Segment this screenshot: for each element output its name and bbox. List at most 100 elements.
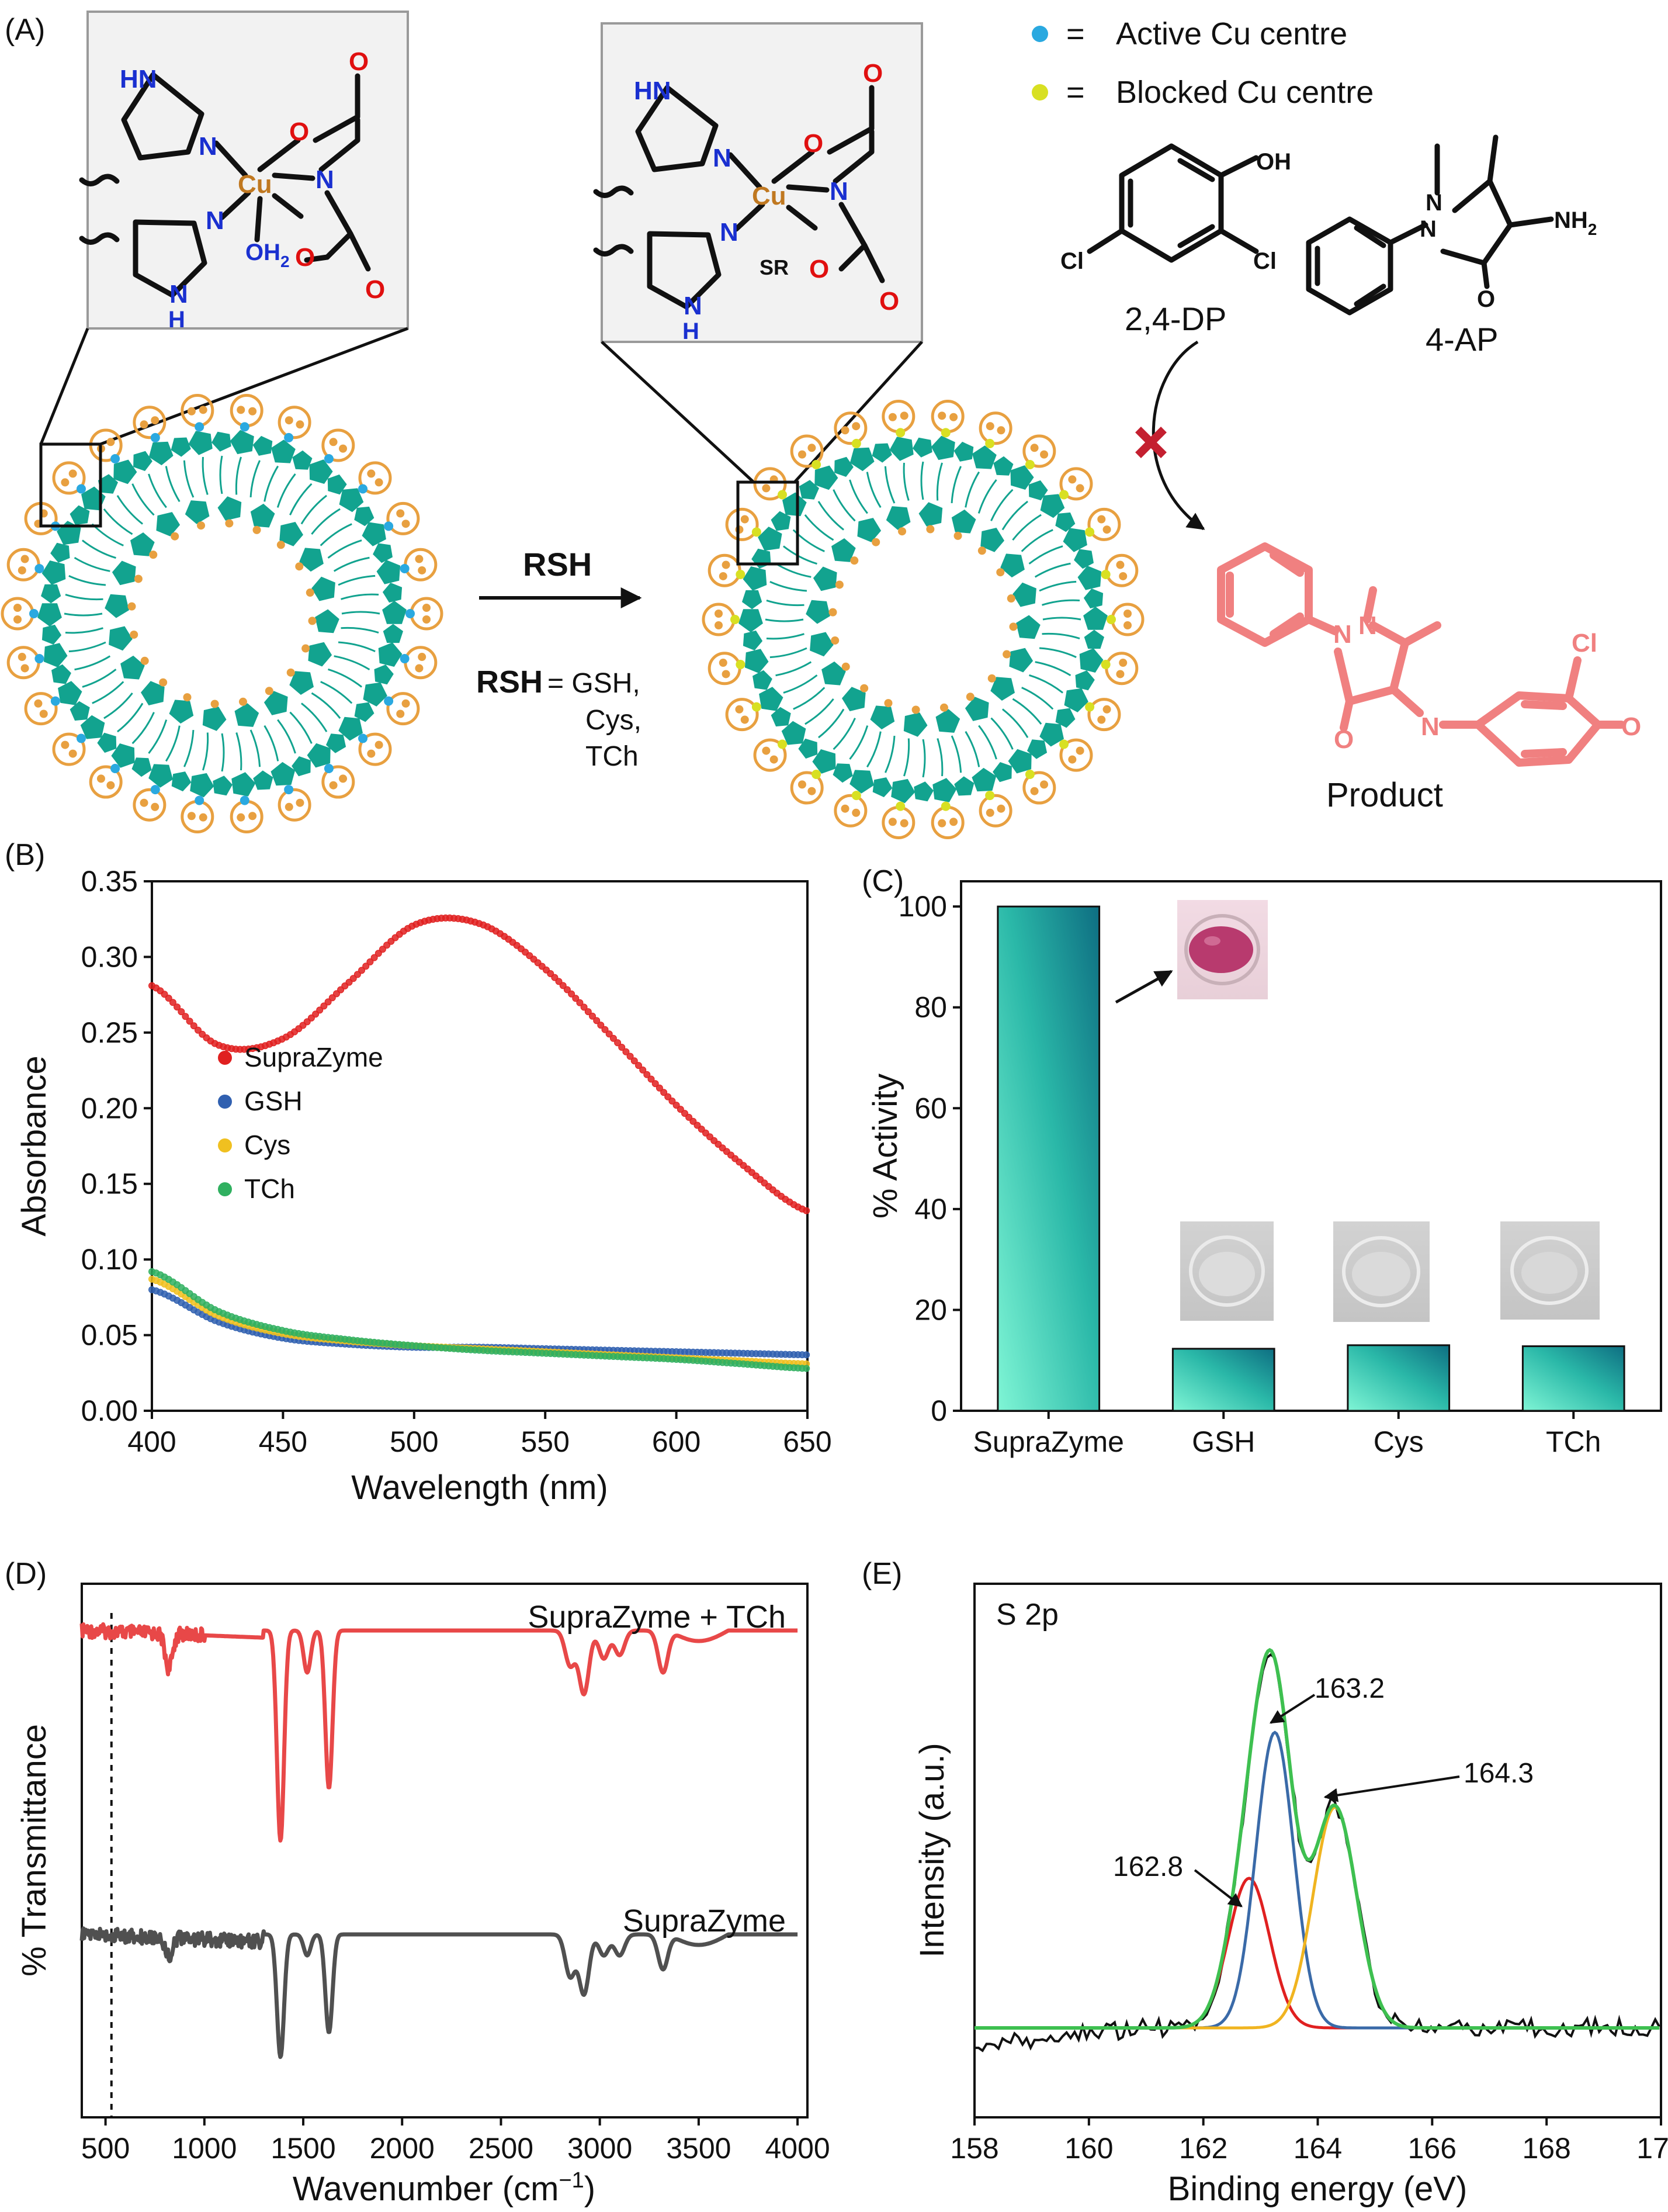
lipid-tail: [884, 466, 896, 504]
inner-pentagon-unit: [185, 500, 210, 524]
pentagon-unit: [292, 450, 313, 470]
headgroup-dot: [18, 653, 26, 662]
lipid-tail: [1029, 674, 1063, 694]
lipid-tail: [65, 594, 103, 601]
complex-inset-right: HN N Cu N N H O O N O O SR: [593, 22, 923, 483]
headgroup-dot: [797, 780, 806, 789]
headgroup-dot: [1119, 659, 1128, 667]
data-point: [324, 998, 332, 1006]
lipid-tail: [289, 483, 313, 515]
inner-head-dot: [134, 574, 143, 583]
inner-head-dot: [860, 684, 869, 693]
inner-pentagon-unit: [130, 532, 155, 556]
headgroup-ring: [52, 461, 86, 495]
inner-head-dot: [149, 551, 158, 559]
x-tick-label: 3000: [567, 2132, 632, 2165]
panel-c: (C) SupraZyme GSH Cys TCh 0 20 40 60 80 100 % Act…: [862, 864, 1662, 1458]
data-point: [677, 1106, 684, 1113]
pentagon-unit: [292, 756, 311, 777]
pentagon-unit: [742, 590, 762, 610]
inner-head-dot: [183, 693, 192, 702]
ap-nh2-main: NH: [1554, 207, 1588, 233]
inner-pentagon-unit: [279, 522, 303, 546]
pentagon-unit: [953, 441, 974, 462]
headgroup-dot: [329, 438, 338, 446]
pentagon-unit: [751, 548, 771, 569]
x-tick-label: 450: [259, 1425, 307, 1458]
headgroup-ring: [708, 553, 741, 587]
headgroup-dot: [1123, 621, 1132, 629]
headgroup-dot: [418, 566, 426, 574]
x-tick-label: 500: [390, 1425, 438, 1458]
lipid-tail: [235, 456, 242, 495]
left-o-top: O: [349, 47, 369, 76]
data-point: [563, 986, 571, 994]
pentagon-unit: [113, 459, 137, 484]
y-tick-label: 0.20: [81, 1092, 138, 1124]
lipid-tail: [766, 600, 804, 607]
inner-pentagon-unit: [263, 691, 288, 715]
headgroup-dot: [237, 813, 245, 822]
x-tick-label: GSH: [1192, 1425, 1255, 1458]
headgroup-dot: [248, 812, 257, 821]
data-point: [609, 1034, 617, 1042]
cu-centre-dot: [812, 459, 821, 469]
lipid-tail: [68, 641, 106, 653]
data-point: [576, 999, 584, 1006]
cu-centre-dot: [1101, 569, 1111, 579]
inner-head-dot: [306, 589, 314, 597]
lipid-tail: [320, 523, 352, 546]
right-h: H: [682, 319, 699, 344]
pentagon-unit: [171, 437, 191, 457]
inner-head-dot: [1007, 594, 1015, 603]
headgroup-dot: [888, 818, 897, 826]
headgroup-dot: [13, 615, 22, 624]
headgroup-ring: [24, 692, 58, 726]
ap-molecule: N N NH2 O 4-AP: [1306, 134, 1597, 358]
rsh-definition: RSH = GSH,: [476, 664, 640, 700]
product-name: Product: [1326, 776, 1443, 814]
lipid-tail: [341, 626, 379, 634]
panel-d: (D) 500 1000 1500 2000 2500 3000 3500 4000 Supr…: [5, 1557, 830, 2208]
inner-head-dot: [308, 617, 317, 625]
headgroup-ring: [321, 428, 355, 462]
xps-peak-label-162-8: 162.8: [1113, 1851, 1183, 1882]
pentagon-unit: [190, 773, 214, 798]
headgroup-dot: [68, 469, 77, 478]
cu-centre-dot: [240, 795, 249, 805]
inner-pentagon-unit: [965, 697, 989, 721]
lipid-tail: [311, 508, 341, 535]
bar-gsh: [1171, 1348, 1275, 1412]
left-h: H: [168, 307, 185, 333]
headgroup-dot: [1123, 610, 1132, 618]
lipid-tail: [1042, 632, 1080, 639]
pentagon-unit: [43, 643, 68, 667]
inner-pentagon-unit: [1009, 648, 1034, 673]
lipid-tail: [885, 735, 896, 773]
pentagon-unit: [913, 437, 932, 458]
lipid-tail: [301, 702, 328, 732]
y-tick-label: 60: [914, 1092, 947, 1124]
pentagon-unit: [339, 488, 364, 513]
inner-head-dot: [127, 602, 136, 611]
cu-centre-dot: [50, 696, 60, 706]
rsh-eq: = GSH,: [547, 668, 640, 699]
data-point: [803, 1365, 810, 1372]
pentagon-unit: [37, 603, 62, 626]
lipid-tail: [165, 725, 181, 762]
lipid-tail: [978, 725, 997, 760]
pentagon-unit: [1077, 566, 1102, 590]
pentagon-unit: [383, 624, 403, 643]
headgroup-ring: [358, 732, 392, 766]
pentagon-unit: [271, 439, 296, 463]
headgroup-dot: [1076, 746, 1084, 755]
data-point: [626, 1053, 634, 1060]
plot-frame-b: [151, 880, 809, 1412]
xps-raw-data: [975, 1653, 1660, 2052]
pentagon-unit: [758, 527, 782, 551]
lipid-tail: [833, 489, 856, 522]
headgroup-dot: [1068, 475, 1077, 484]
pentagon-unit: [373, 543, 393, 563]
inner-head-dot: [996, 568, 1005, 577]
inner-head-dot: [252, 525, 261, 534]
